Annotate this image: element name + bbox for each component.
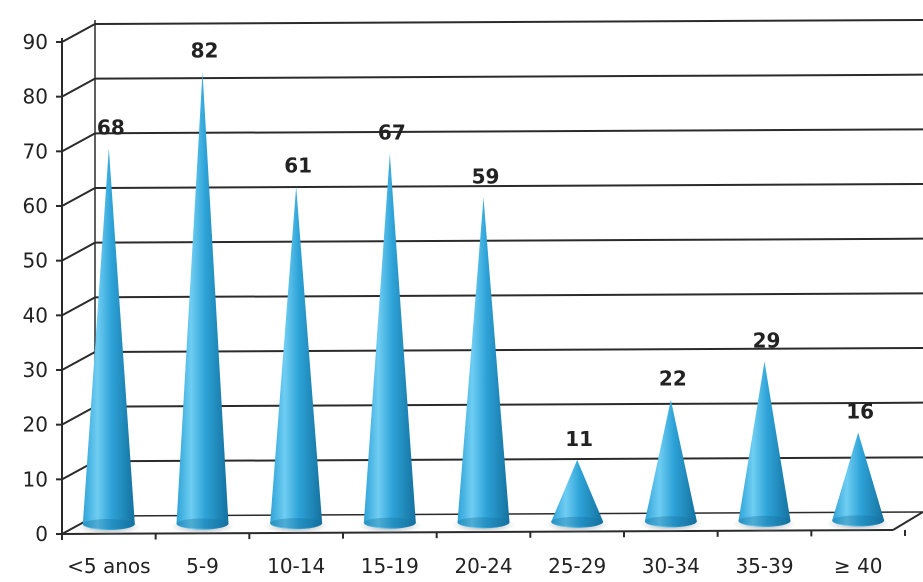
gridline-40 (61, 292, 923, 317)
data-label-8: 16 (846, 400, 874, 424)
x-tick-label-2: 10-14 (267, 554, 325, 578)
data-label-2: 61 (284, 154, 312, 178)
y-tick-label-30: 30 (23, 358, 48, 382)
data-label-6: 22 (659, 367, 687, 391)
y-tick-label-0: 0 (35, 522, 48, 546)
gridline-80 (61, 73, 923, 98)
x-tick-label-8: ≥ 40 (834, 554, 883, 578)
y-tick-label-50: 50 (23, 249, 48, 273)
gridline-30 (61, 347, 923, 371)
data-labels: 68 82 61 67 59 11 22 29 16 (97, 39, 874, 451)
bar-7 (732, 361, 797, 532)
floor-right-edge (892, 511, 923, 531)
gridline-20 (61, 401, 923, 426)
x-tick-label-0: <5 anos (67, 554, 150, 578)
bar-8 (826, 432, 891, 532)
y-tick-label-90: 90 (23, 30, 48, 54)
y-tick-label-40: 40 (23, 303, 48, 327)
data-label-0: 68 (97, 115, 125, 139)
y-tick-label-70: 70 (23, 139, 48, 163)
y-tick-label-20: 20 (23, 413, 48, 437)
bar-2 (264, 186, 329, 535)
bar-3 (357, 153, 422, 534)
y-tick-labels: 0 10 20 30 40 50 60 70 80 90 (23, 30, 48, 546)
x-tick-label-4: 20-24 (454, 554, 512, 578)
gridline-50 (61, 237, 923, 262)
x-tick-labels: <5 anos 5-9 10-14 15-19 20-24 25-29 30-34 35-39… (67, 554, 882, 578)
bar-5 (545, 459, 610, 533)
data-label-5: 11 (565, 427, 593, 451)
gridline-90 (61, 19, 923, 43)
y-tick-label-60: 60 (23, 194, 48, 218)
y-tick-label-80: 80 (23, 85, 48, 109)
x-tick-label-1: 5-9 (186, 554, 219, 578)
data-label-7: 29 (753, 328, 781, 352)
x-tick-label-7: 35-39 (735, 554, 793, 578)
bars (76, 71, 891, 535)
x-tick-label-3: 15-19 (361, 554, 419, 578)
y-tick-label-10: 10 (23, 467, 48, 491)
bar-0 (76, 148, 141, 535)
bar-4 (451, 197, 516, 534)
data-label-4: 59 (472, 164, 500, 188)
x-tick-label-6: 30-34 (642, 554, 700, 578)
gridlines (61, 19, 923, 535)
x-tick-label-5: 25-29 (548, 554, 606, 578)
bar-1 (170, 71, 235, 535)
data-label-3: 67 (378, 121, 406, 145)
gridline-60 (61, 183, 923, 207)
bar-6 (638, 399, 703, 533)
gridline-70 (61, 128, 923, 153)
data-label-1: 82 (191, 39, 219, 63)
